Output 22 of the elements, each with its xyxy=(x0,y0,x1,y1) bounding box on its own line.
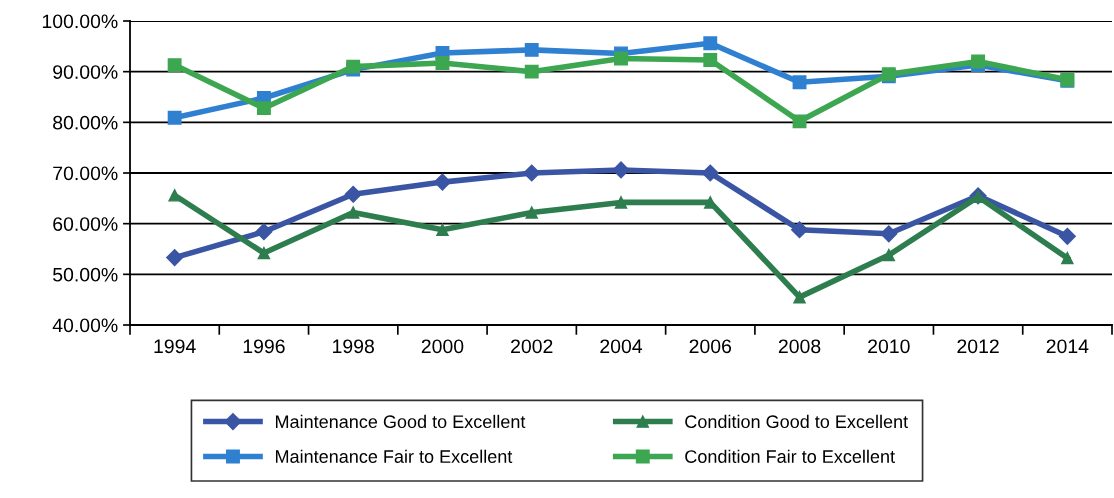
x-tick-label: 2014 xyxy=(1046,339,1089,354)
x-tick-label: 2010 xyxy=(868,339,910,354)
legend-label: Maintenance Fair to Excellent xyxy=(275,449,513,463)
y-tick-label: 40.00% xyxy=(52,318,118,333)
y-tick-label: 50.00% xyxy=(53,267,118,282)
y-tick-label: 90.00% xyxy=(53,65,118,79)
x-tick-label: 2004 xyxy=(600,339,643,354)
x-tick-label: 2008 xyxy=(778,339,821,354)
x-tick-label: 1996 xyxy=(243,339,285,354)
legend-label: Condition Fair to Excellent xyxy=(685,449,895,463)
y-tick-label: 80.00% xyxy=(53,115,118,130)
y-tick-label: 70.00% xyxy=(53,166,118,181)
x-tick-label: 1998 xyxy=(333,339,374,354)
y-tick-label: 60.00% xyxy=(53,217,118,231)
legend-label: Condition Good to Excellent xyxy=(685,414,908,429)
x-tick-label: 2000 xyxy=(421,339,464,354)
legend-label: Maintenance Good to Excellent xyxy=(275,414,526,429)
y-tick-label: 100.00% xyxy=(42,14,118,29)
x-tick-label: 2012 xyxy=(957,339,999,354)
x-tick-label: 2002 xyxy=(511,339,553,354)
x-tick-label: 1994 xyxy=(154,339,196,354)
x-tick-label: 2006 xyxy=(689,339,732,354)
